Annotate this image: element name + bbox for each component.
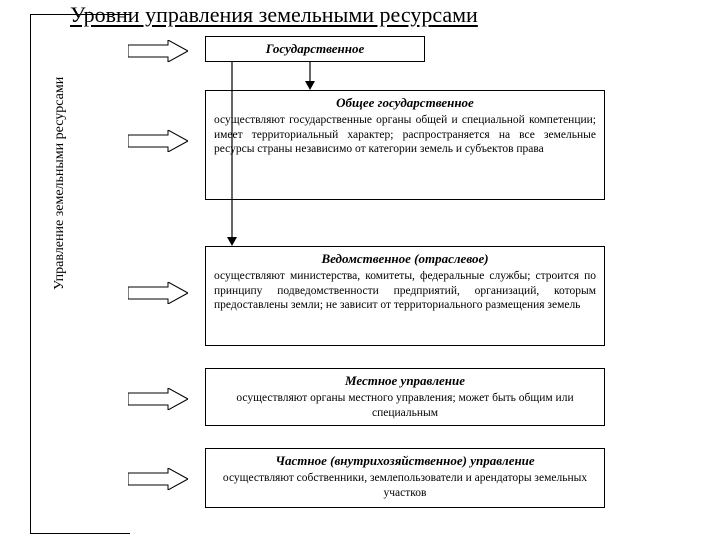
harrow-0	[128, 40, 188, 62]
main-frame	[30, 14, 130, 534]
box-state: Государственное	[205, 36, 425, 62]
box-private-text: осуществляют собственники, землепользова…	[214, 471, 596, 500]
box-state-title: Государственное	[214, 41, 416, 57]
box-general-text: осуществляют государственные органы обще…	[214, 113, 596, 156]
harrow-3	[128, 388, 188, 410]
box-private-title: Частное (внутрихозяйственное) управление	[214, 453, 596, 469]
varrow-state-to-departmental	[225, 62, 239, 246]
varrow-state-to-general	[303, 62, 317, 90]
box-departmental: Ведомственное (отраслевое) осуществляют …	[205, 246, 605, 346]
box-general-title: Общее государственное	[214, 95, 596, 111]
page-title: Уровни управления земельными ресурсами	[70, 2, 478, 28]
box-general: Общее государственное осуществляют госуд…	[205, 90, 605, 200]
box-local: Местное управление осуществляют органы м…	[205, 368, 605, 426]
harrow-2	[128, 282, 188, 304]
box-departmental-text: осуществляют министерства, комитеты, фед…	[214, 269, 596, 312]
vertical-label: Управление земельными ресурсами	[52, 77, 68, 290]
box-local-title: Местное управление	[214, 373, 596, 389]
harrow-4	[128, 468, 188, 490]
box-local-text: осуществляют органы местного управления;…	[214, 391, 596, 420]
box-departmental-title: Ведомственное (отраслевое)	[214, 251, 596, 267]
harrow-1	[128, 130, 188, 152]
box-private: Частное (внутрихозяйственное) управление…	[205, 448, 605, 508]
